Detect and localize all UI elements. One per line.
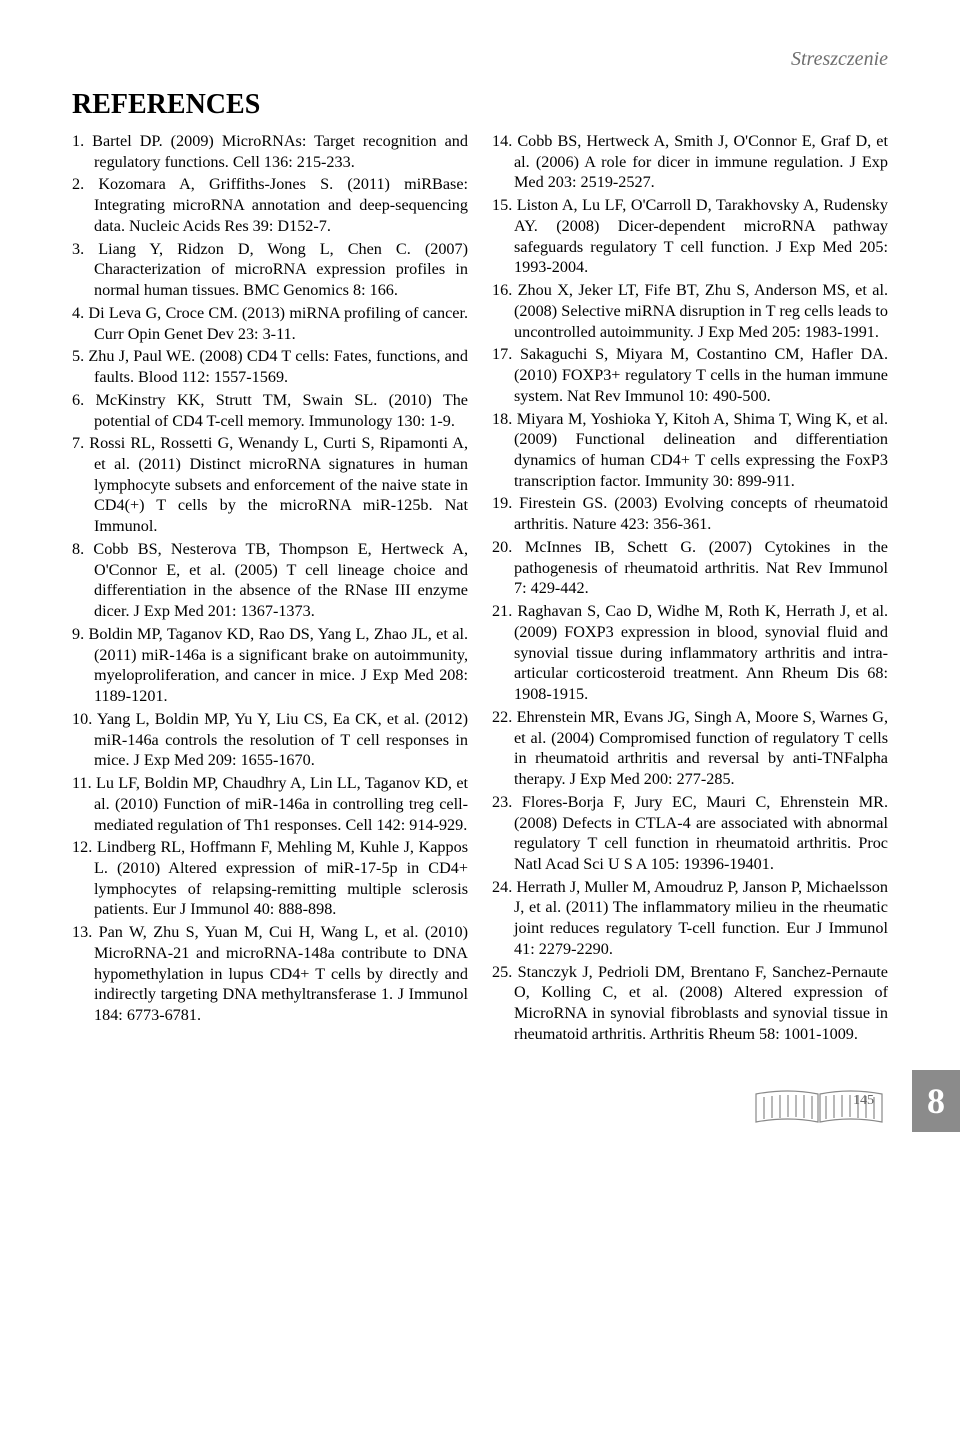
reference-item: 6. McKinstry KK, Strutt TM, Swain SL. (2… (72, 390, 468, 431)
reference-item: 16. Zhou X, Jeker LT, Fife BT, Zhu S, An… (492, 280, 888, 342)
reference-column-left: 1. Bartel DP. (2009) MicroRNAs: Target r… (72, 131, 468, 1047)
reference-item: 23. Flores-Borja F, Jury EC, Mauri C, Eh… (492, 792, 888, 875)
chapter-number: 8 (927, 1080, 945, 1122)
page: Streszczenie REFERENCES 1. Bartel DP. (2… (0, 0, 960, 1153)
reference-item: 17. Sakaguchi S, Miyara M, Costantino CM… (492, 344, 888, 406)
reference-item: 3. Liang Y, Ridzon D, Wong L, Chen C. (2… (72, 239, 468, 301)
reference-item: 12. Lindberg RL, Hoffmann F, Mehling M, … (72, 837, 468, 920)
reference-item: 9. Boldin MP, Taganov KD, Rao DS, Yang L… (72, 624, 468, 707)
reference-item: 4. Di Leva G, Croce CM. (2013) miRNA pro… (72, 303, 468, 344)
chapter-tab: 8 (912, 1070, 960, 1132)
reference-item: 13. Pan W, Zhu S, Yuan M, Cui H, Wang L,… (72, 922, 468, 1026)
reference-item: 20. McInnes IB, Schett G. (2007) Cytokin… (492, 537, 888, 599)
reference-columns: 1. Bartel DP. (2009) MicroRNAs: Target r… (72, 131, 888, 1047)
reference-item: 8. Cobb BS, Nesterova TB, Thompson E, He… (72, 539, 468, 622)
reference-item: 1. Bartel DP. (2009) MicroRNAs: Target r… (72, 131, 468, 172)
page-number: 145 (853, 1093, 874, 1109)
reference-item: 19. Firestein GS. (2003) Evolving concep… (492, 493, 888, 534)
reference-item: 5. Zhu J, Paul WE. (2008) CD4 T cells: F… (72, 346, 468, 387)
reference-item: 15. Liston A, Lu LF, O'Carroll D, Tarakh… (492, 195, 888, 278)
reference-item: 7. Rossi RL, Rossetti G, Wenandy L, Curt… (72, 433, 468, 537)
section-title: REFERENCES (72, 89, 888, 121)
reference-item: 18. Miyara M, Yoshioka Y, Kitoh A, Shima… (492, 409, 888, 492)
reference-item: 22. Ehrenstein MR, Evans JG, Singh A, Mo… (492, 707, 888, 790)
reference-item: 2. Kozomara A, Griffiths-Jones S. (2011)… (72, 174, 468, 236)
page-footer: 145 (72, 1079, 888, 1129)
reference-item: 21. Raghavan S, Cao D, Widhe M, Roth K, … (492, 601, 888, 705)
reference-item: 24. Herrath J, Muller M, Amoudruz P, Jan… (492, 877, 888, 960)
reference-column-right: 14. Cobb BS, Hertweck A, Smith J, O'Conn… (492, 131, 888, 1047)
reference-item: 25. Stanczyk J, Pedrioli DM, Brentano F,… (492, 962, 888, 1045)
reference-item: 10. Yang L, Boldin MP, Yu Y, Liu CS, Ea … (72, 709, 468, 771)
running-header: Streszczenie (72, 48, 888, 71)
reference-item: 11. Lu LF, Boldin MP, Chaudhry A, Lin LL… (72, 773, 468, 835)
reference-item: 14. Cobb BS, Hertweck A, Smith J, O'Conn… (492, 131, 888, 193)
